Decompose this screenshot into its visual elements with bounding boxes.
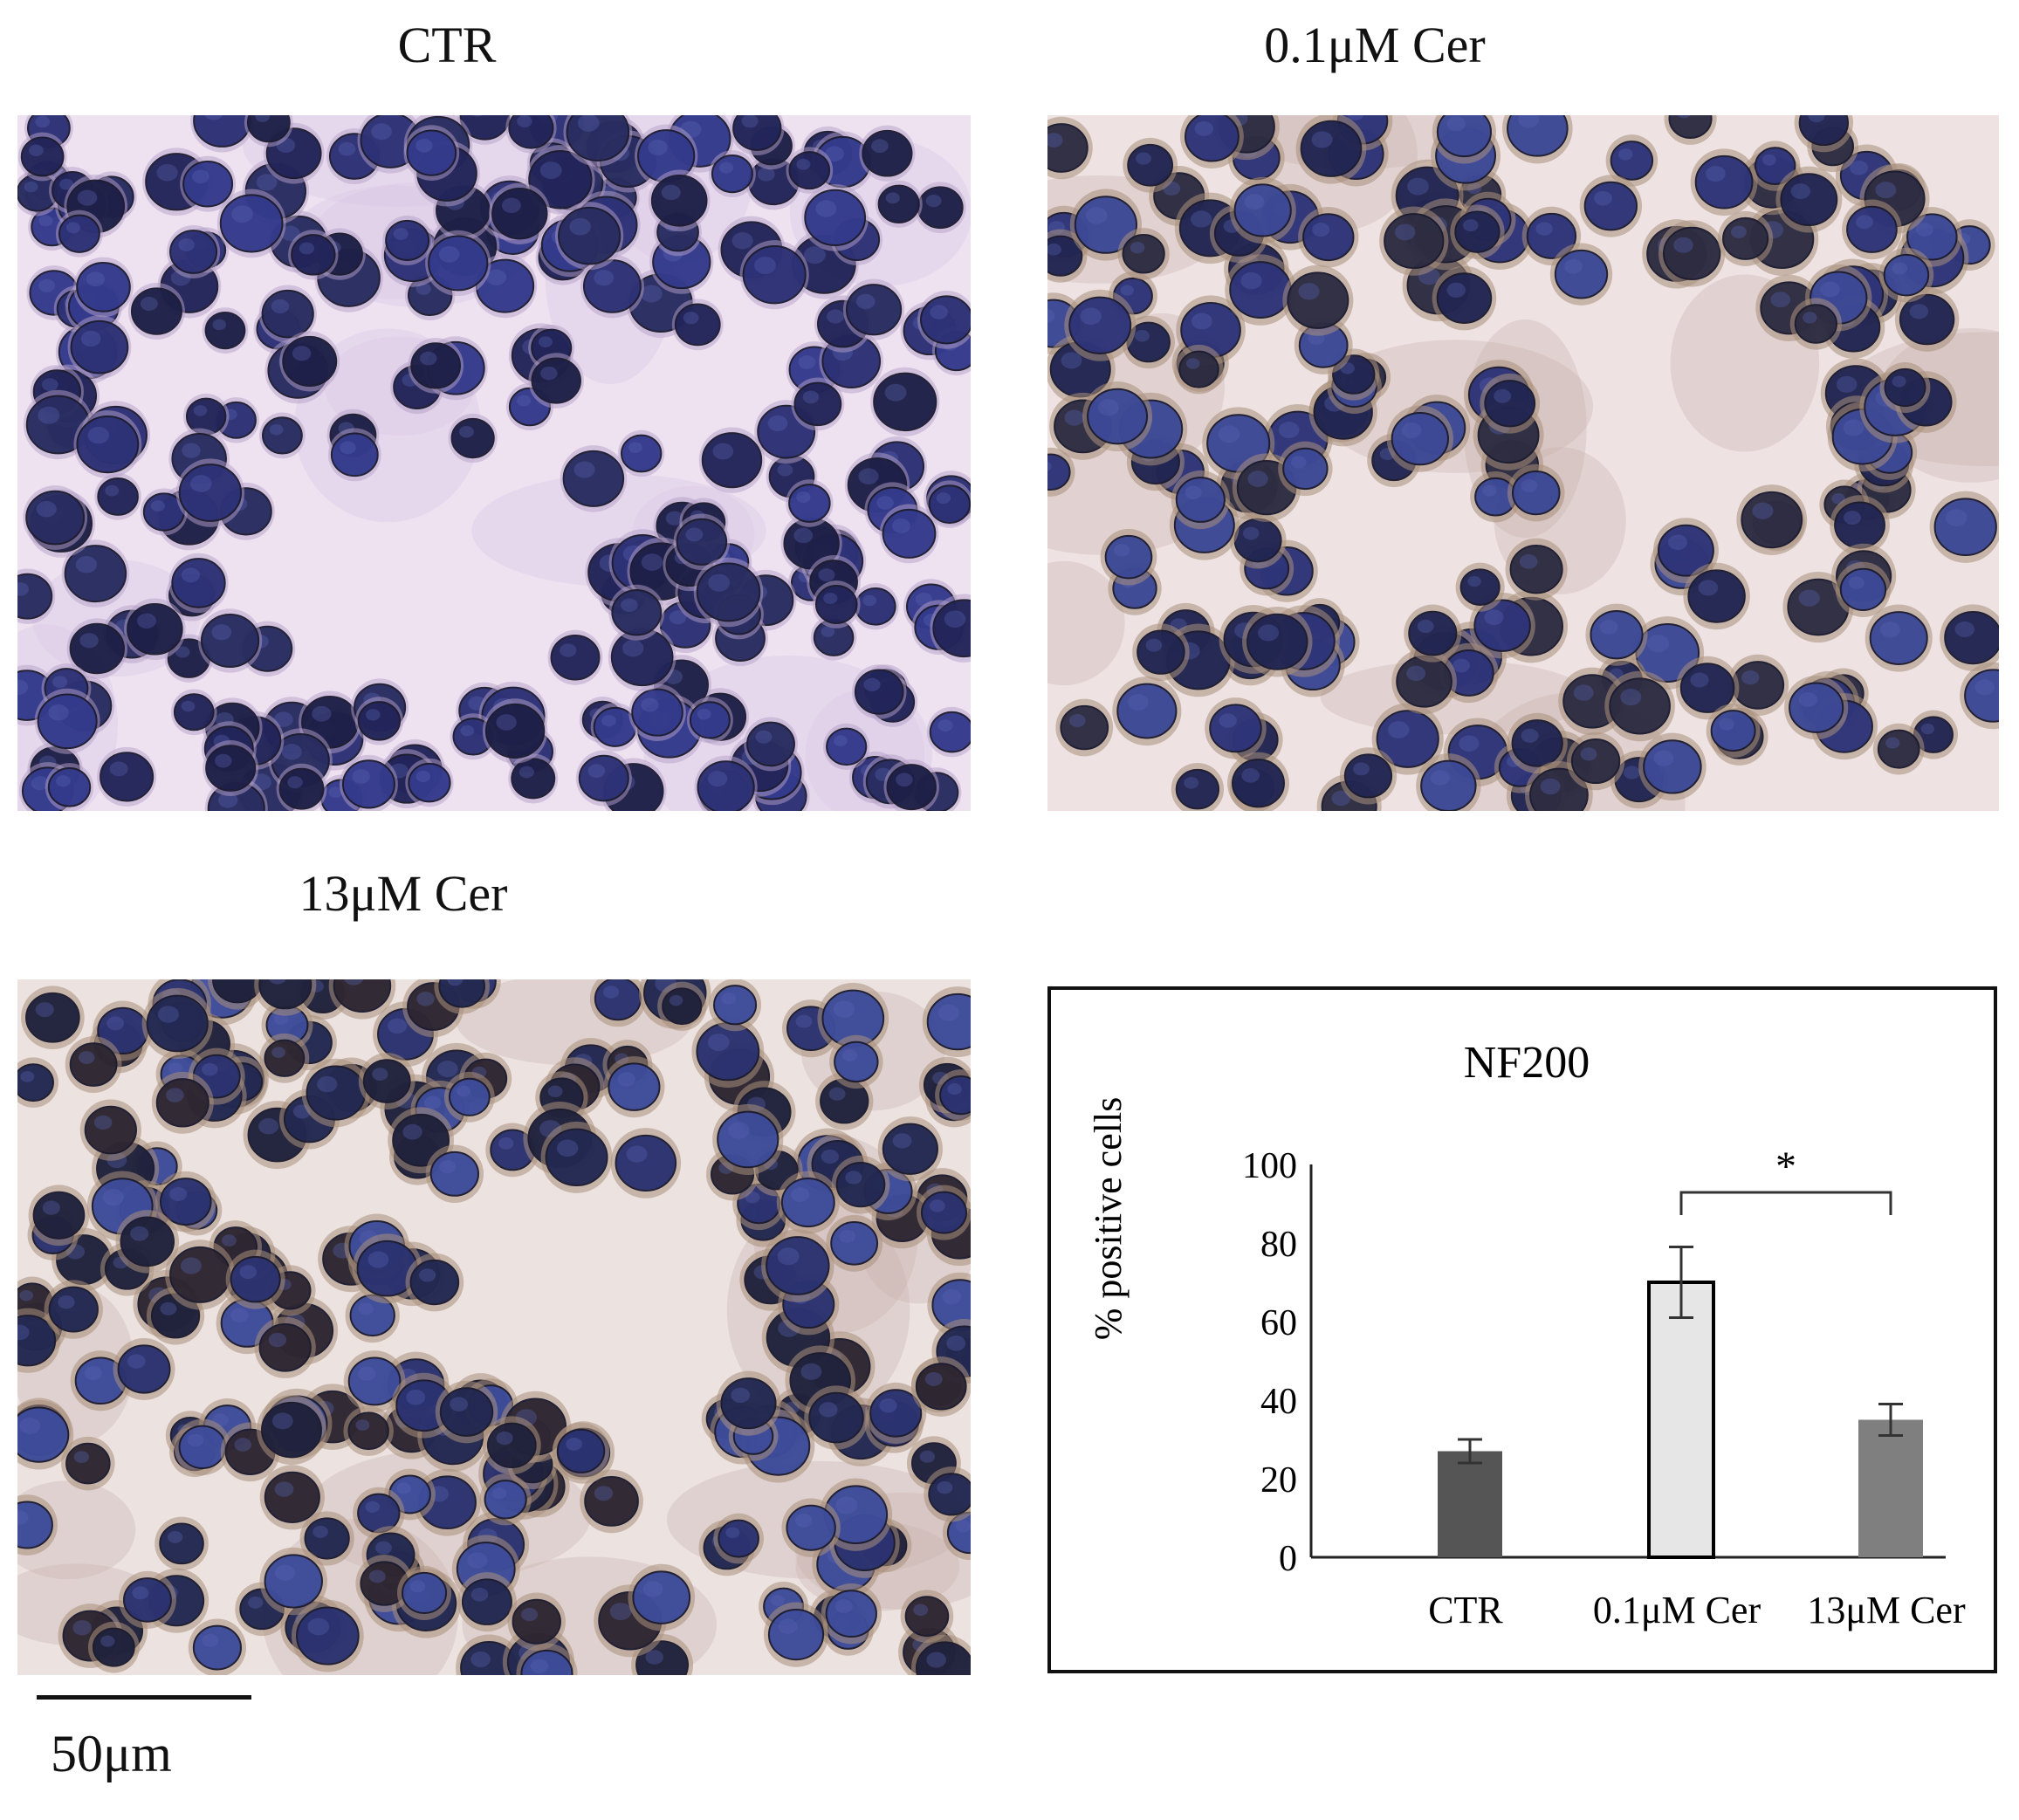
x-tick-label: 13μM Cer <box>1807 1589 1966 1631</box>
scale-bar <box>37 1695 251 1700</box>
x-tick-label: CTR <box>1428 1589 1503 1631</box>
panel-title-ctr: CTR <box>397 17 497 73</box>
panel-title-low-cer: 0.1μM Cer <box>1264 17 1486 73</box>
x-tick-label: 0.1μM Cer <box>1593 1589 1761 1631</box>
nf200-chart: NF200 % positive cells 0 20 40 60 80 100 CTR 0.… <box>1047 986 1997 1673</box>
error-bar <box>1458 1438 1482 1465</box>
y-tick-label: 0 <box>1279 1539 1297 1579</box>
y-tick-label: 60 <box>1260 1303 1297 1343</box>
chart-title: NF200 <box>1464 1038 1590 1088</box>
y-tick-label: 80 <box>1260 1225 1297 1265</box>
significance-label: * <box>1775 1144 1796 1190</box>
bar <box>1858 1419 1923 1557</box>
error-bar <box>1878 1403 1903 1437</box>
bar <box>1438 1451 1502 1557</box>
micrograph-low-cer <box>1047 115 1999 811</box>
error-bar <box>1669 1246 1693 1319</box>
micrograph-ctr <box>17 115 971 811</box>
bar <box>1647 1281 1715 1559</box>
y-tick-label: 100 <box>1242 1146 1297 1186</box>
y-tick-label: 40 <box>1260 1382 1297 1422</box>
micrograph-high-cer <box>17 979 971 1675</box>
significance-bracket <box>1679 1191 1892 1215</box>
y-tick-label: 20 <box>1260 1460 1297 1501</box>
panel-title-high-cer: 13μM Cer <box>299 865 508 922</box>
y-axis-label: % positive cells <box>1087 1097 1130 1341</box>
scale-bar-label: 50μm <box>51 1725 172 1782</box>
